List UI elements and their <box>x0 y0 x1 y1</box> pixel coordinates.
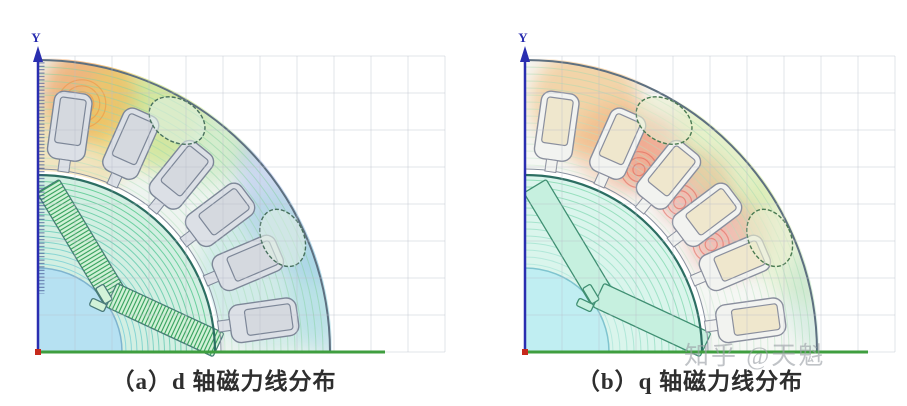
watermark: 知乎 @天魁 <box>684 343 826 370</box>
stator-slot <box>634 139 702 215</box>
flux-barrier-bit <box>582 284 600 304</box>
magnet-bar <box>106 283 224 357</box>
stator-slot <box>533 90 580 174</box>
axes: Y <box>31 30 385 355</box>
boundary-arcs <box>37 59 331 353</box>
flux-barrier-bit <box>89 298 107 312</box>
stator-slot <box>703 297 787 344</box>
stator-slot <box>46 90 93 174</box>
stator-slot <box>102 107 160 189</box>
stator-slot <box>589 107 647 189</box>
stator-slot <box>179 182 256 248</box>
stator-slot <box>216 297 300 344</box>
y-axis-arrow <box>33 46 43 62</box>
axis-flux-hatch <box>39 62 45 294</box>
y-axis-label: Y <box>31 30 41 45</box>
axes: Y <box>518 30 868 355</box>
flux-barrier-bit <box>95 284 113 304</box>
plot-b: Y <box>518 30 896 357</box>
caption-plot-b: （b）q 轴磁力线分布 <box>576 369 804 394</box>
vent-hole <box>746 208 794 268</box>
caption-plot-a: （a）d 轴磁力线分布 <box>111 369 337 394</box>
stator-slots <box>46 90 300 344</box>
magnet-slots <box>36 179 224 357</box>
origin-marker <box>522 349 528 355</box>
vent-hole <box>635 96 693 145</box>
magnet-slots <box>523 179 711 357</box>
grid <box>37 55 446 353</box>
vent-hole <box>259 208 307 268</box>
vent-holes <box>148 96 307 268</box>
magnet-bar <box>593 283 711 357</box>
y-axis-label: Y <box>518 30 528 45</box>
stator-slot <box>666 182 743 248</box>
y-axis-arrow <box>520 46 530 62</box>
vent-holes <box>635 96 794 268</box>
boundary-arcs <box>524 59 818 353</box>
stator-slot <box>147 139 215 215</box>
origin-marker <box>35 349 41 355</box>
plot-a: Y <box>31 30 446 357</box>
vent-hole <box>148 96 206 145</box>
flux-barrier-bit <box>576 298 594 312</box>
